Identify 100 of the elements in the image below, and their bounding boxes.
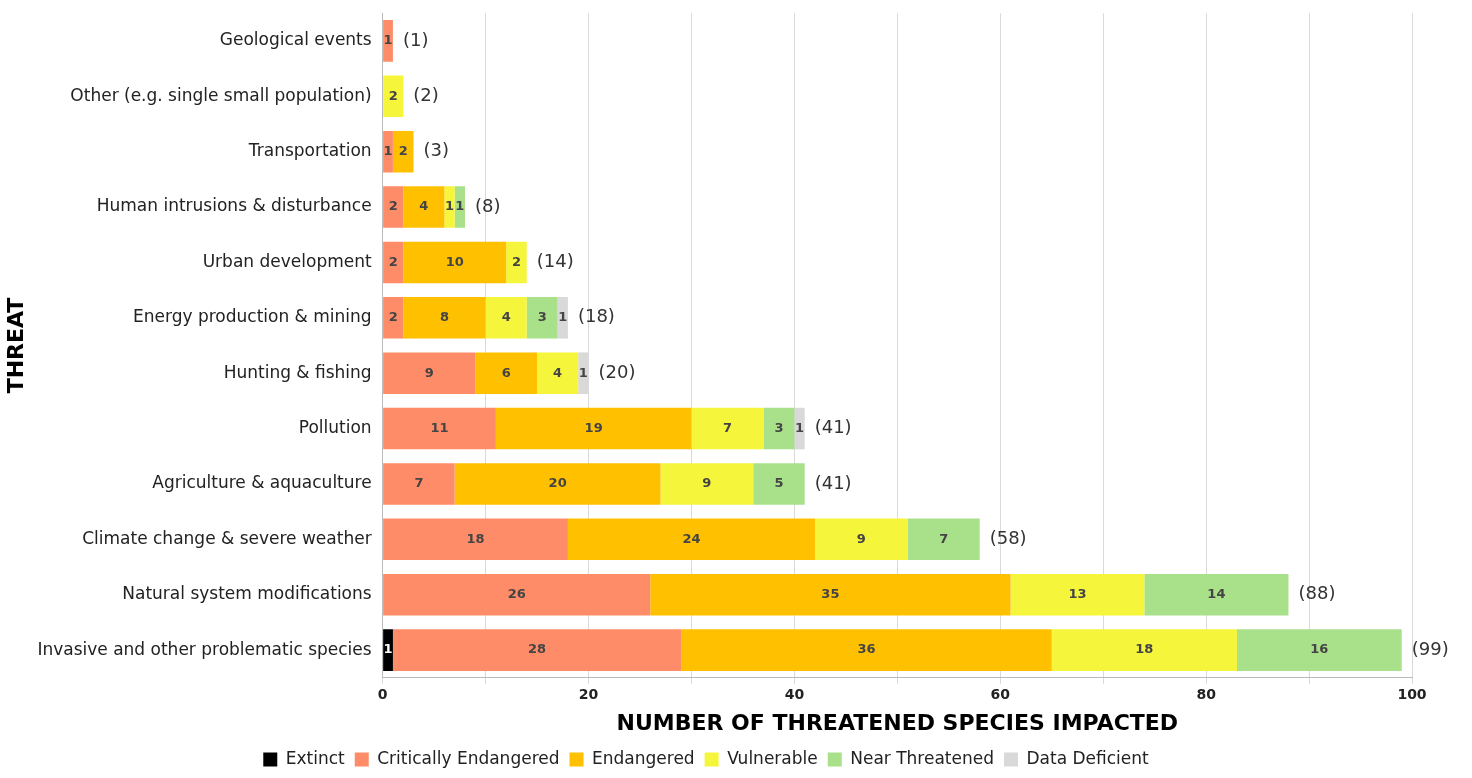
data-label: 2 (388, 87, 398, 103)
legend-label: Critically Endangered (377, 747, 560, 768)
bar (537, 352, 579, 394)
bar (403, 297, 486, 339)
y-tick-label: Climate change & severe weather (82, 527, 372, 548)
total-label: (20) (598, 360, 636, 382)
y-tick-label: Geological events (219, 29, 372, 50)
data-label: 1 (558, 309, 568, 325)
total-label: (41) (814, 416, 852, 438)
bar (392, 130, 414, 173)
data-label: 18 (466, 530, 485, 546)
bar (1144, 573, 1289, 616)
data-label: 11 (430, 419, 449, 435)
data-label: 2 (388, 309, 398, 325)
bar (485, 297, 527, 339)
data-label: 9 (856, 530, 866, 546)
bar (495, 407, 692, 450)
data-label: 36 (857, 641, 876, 657)
legend-label: Near Threatened (850, 747, 995, 768)
data-label: 1 (795, 419, 805, 435)
data-label: 5 (774, 475, 784, 491)
data-label: 1 (383, 32, 393, 48)
total-label: (41) (814, 471, 852, 493)
bar (383, 186, 404, 228)
bar (1010, 573, 1145, 616)
data-label: 35 (821, 586, 840, 602)
bar (660, 463, 754, 505)
data-label: 1 (578, 364, 588, 380)
y-tick-label: Human intrusions & disturbance (96, 195, 372, 216)
data-label: 4 (553, 364, 563, 380)
bar (907, 518, 980, 561)
data-label: 1 (445, 198, 455, 214)
data-label: 14 (1207, 586, 1226, 602)
bar (403, 241, 507, 284)
data-label: 2 (388, 198, 398, 214)
x-tick-label: 60 (990, 685, 1011, 702)
data-label: 9 (424, 364, 434, 380)
data-label: 7 (722, 419, 732, 435)
data-label: 9 (702, 475, 712, 491)
total-label: (14) (536, 250, 574, 272)
bar (454, 463, 661, 505)
bar (383, 130, 393, 173)
data-label: 4 (419, 198, 429, 214)
y-tick-label: Natural system modifications (122, 583, 372, 604)
bar (383, 407, 496, 450)
total-label: (99) (1411, 637, 1449, 659)
y-tick-label: Urban development (202, 250, 372, 271)
data-label: 28 (528, 641, 547, 657)
bar (475, 352, 538, 394)
data-label: 19 (584, 419, 603, 435)
total-label: (3) (423, 139, 450, 161)
bar (753, 463, 805, 505)
bar (383, 297, 404, 339)
total-label: (2) (413, 83, 439, 105)
bar (383, 20, 393, 62)
data-label: 3 (537, 309, 547, 325)
data-label: 16 (1310, 641, 1329, 657)
data-label: 7 (414, 475, 424, 491)
bar (763, 407, 795, 450)
bar (383, 75, 404, 118)
data-label: 26 (507, 586, 526, 602)
data-label: 18 (1135, 641, 1154, 657)
data-label: 6 (501, 364, 511, 380)
bar (383, 573, 651, 616)
bar (567, 518, 815, 561)
bar (681, 629, 1052, 671)
data-label: 2 (388, 253, 398, 269)
bar (403, 186, 445, 228)
bar (444, 186, 455, 228)
bar (383, 352, 476, 394)
data-label: 20 (548, 475, 567, 491)
y-axis-title: THREAT (2, 297, 28, 394)
bar (1237, 629, 1402, 671)
data-label: 2 (398, 143, 408, 159)
legend-label: Vulnerable (727, 747, 818, 768)
data-label: 1 (383, 143, 393, 159)
total-label: (18) (577, 305, 615, 327)
total-label: (8) (474, 194, 501, 216)
bar (383, 241, 404, 284)
x-tick-label: 80 (1196, 685, 1217, 702)
bar (383, 629, 393, 671)
legend-label: Extinct (285, 747, 346, 768)
bar (814, 518, 908, 561)
x-tick-label: 20 (578, 685, 599, 702)
data-label: 10 (445, 253, 464, 269)
data-label: 4 (501, 309, 511, 325)
total-label: (1) (402, 28, 429, 50)
bar (506, 241, 527, 284)
bar (383, 518, 568, 561)
y-tick-label: Invasive and other problematic species (37, 638, 372, 659)
y-tick-label: Agriculture & aquaculture (152, 472, 372, 493)
data-label: 13 (1068, 586, 1087, 602)
data-label: 1 (383, 641, 393, 657)
x-tick-label: 40 (784, 685, 805, 702)
data-label: 24 (682, 530, 701, 546)
legend-label: Data Deficient (1026, 747, 1150, 768)
y-tick-label: Other (e.g. single small population) (70, 84, 372, 105)
total-label: (88) (1298, 582, 1336, 604)
bar (526, 297, 558, 339)
y-tick-label: Transportation (247, 140, 372, 161)
